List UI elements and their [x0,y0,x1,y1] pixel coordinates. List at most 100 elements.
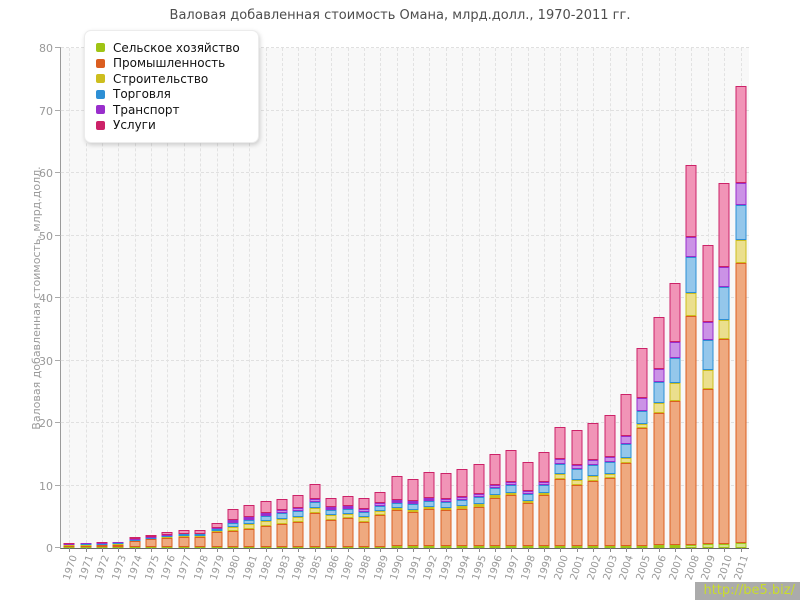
bar-segment[interactable] [407,546,419,548]
bar-segment[interactable] [636,348,648,398]
bar-segment[interactable] [735,183,747,206]
bar-segment[interactable] [374,511,386,516]
bar-segment[interactable] [96,545,108,548]
bar-segment[interactable] [309,502,321,508]
bar-segment[interactable] [325,497,337,508]
bar-segment[interactable] [80,547,92,548]
bar-segment[interactable] [669,545,681,548]
bar-segment[interactable] [161,534,173,536]
bar-segment[interactable] [276,498,288,511]
bar-segment[interactable] [211,530,223,532]
bar-segment[interactable] [440,498,452,502]
bar-segment[interactable] [554,474,566,480]
bar-segment[interactable] [735,86,747,184]
bar-segment[interactable] [554,464,566,475]
bar-segment[interactable] [358,517,370,522]
bar-segment[interactable] [473,497,485,505]
legend-item[interactable]: Услуги [96,118,240,134]
bar-segment[interactable] [440,510,452,547]
bar-segment[interactable] [702,339,714,370]
bar-segment[interactable] [407,512,419,547]
bar-segment[interactable] [325,520,337,547]
bar-segment[interactable] [538,484,550,493]
bar-segment[interactable] [587,480,599,546]
bar-segment[interactable] [473,464,485,495]
bar-segment[interactable] [718,266,730,287]
bar-segment[interactable] [63,546,75,548]
bar-segment[interactable] [292,510,304,517]
bar-segment[interactable] [63,547,75,548]
bar-segment[interactable] [145,534,157,538]
bar-segment[interactable] [423,546,435,548]
bar-segment[interactable] [374,515,386,547]
bar-segment[interactable] [489,488,501,496]
bar-segment[interactable] [620,545,632,548]
bar-segment[interactable] [391,476,403,501]
bar-segment[interactable] [292,516,304,522]
bar-segment[interactable] [587,464,599,477]
bar-segment[interactable] [292,495,304,508]
bar-segment[interactable] [161,537,173,548]
bar-segment[interactable] [505,495,517,547]
bar-segment[interactable] [391,500,403,503]
bar-segment[interactable] [194,536,206,548]
bar-segment[interactable] [145,538,157,540]
bar-segment[interactable] [358,511,370,518]
bar-segment[interactable] [96,544,108,546]
bar-segment[interactable] [522,501,534,504]
bar-segment[interactable] [456,508,468,547]
bar-segment[interactable] [538,481,550,485]
bar-segment[interactable] [423,506,435,510]
bar-segment[interactable] [735,205,747,241]
bar-segment[interactable] [309,484,321,499]
bar-segment[interactable] [669,383,681,402]
bar-segment[interactable] [227,531,239,548]
bar-segment[interactable] [571,464,583,469]
bar-segment[interactable] [735,263,747,543]
bar-segment[interactable] [129,541,141,548]
bar-segment[interactable] [554,479,566,546]
bar-segment[interactable] [554,545,566,548]
bar-segment[interactable] [309,498,321,503]
bar-segment[interactable] [391,510,403,547]
bar-segment[interactable] [309,507,321,514]
bar-segment[interactable] [96,547,108,548]
bar-segment[interactable] [505,546,517,548]
bar-segment[interactable] [620,458,632,463]
bar-segment[interactable] [161,535,173,537]
bar-segment[interactable] [505,450,517,482]
bar-segment[interactable] [538,492,550,496]
bar-segment[interactable] [636,545,648,548]
bar-segment[interactable] [636,398,648,411]
bar-segment[interactable] [702,244,714,322]
bar-segment[interactable] [260,520,272,526]
legend-item[interactable]: Торговля [96,87,240,103]
bar-segment[interactable] [604,545,616,548]
bar-segment[interactable] [194,535,206,537]
bar-segment[interactable] [292,546,304,548]
bar-segment[interactable] [374,492,386,503]
bar-segment[interactable] [571,429,583,465]
bar-segment[interactable] [260,525,272,547]
bar-segment[interactable] [227,527,239,532]
bar-segment[interactable] [587,460,599,465]
bar-segment[interactable] [669,401,681,546]
bar-segment[interactable] [276,513,288,520]
bar-segment[interactable] [473,546,485,548]
bar-segment[interactable] [80,545,92,548]
bar-segment[interactable] [211,523,223,528]
bar-segment[interactable] [620,443,632,459]
bar-segment[interactable] [702,543,714,548]
bar-segment[interactable] [669,341,681,359]
bar-segment[interactable] [423,509,435,547]
bar-segment[interactable] [358,508,370,512]
bar-segment[interactable] [129,547,141,548]
bar-segment[interactable] [342,518,354,547]
bar-segment[interactable] [423,500,435,507]
bar-segment[interactable] [735,240,747,264]
bar-segment[interactable] [178,535,190,537]
bar-segment[interactable] [342,513,354,519]
bar-segment[interactable] [276,510,288,514]
bar-segment[interactable] [243,547,255,548]
bar-segment[interactable] [194,534,206,536]
